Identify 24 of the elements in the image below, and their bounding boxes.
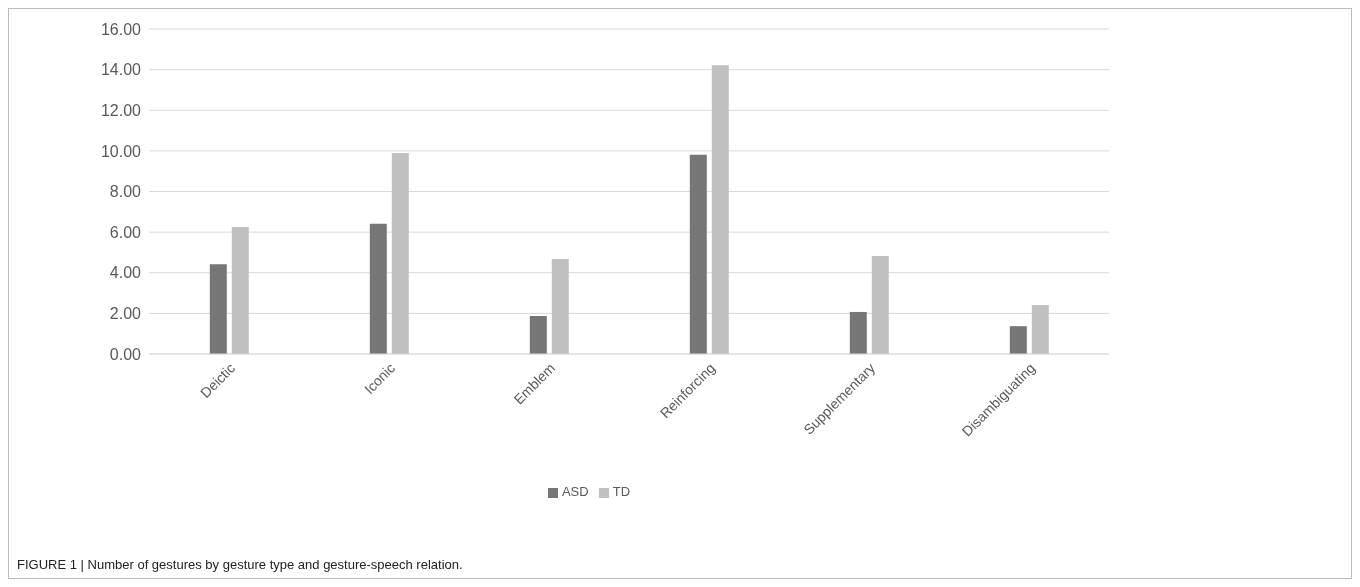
bar — [551, 258, 569, 354]
y-tick-label: 8.00 — [109, 183, 142, 201]
y-tick-label: 6.00 — [109, 223, 142, 241]
bar — [689, 154, 707, 354]
bar — [711, 65, 729, 354]
y-tick-label: 4.00 — [109, 264, 142, 282]
bar — [391, 153, 409, 354]
bar — [529, 316, 547, 354]
y-tick-label: 12.00 — [100, 101, 142, 119]
legend-label: TD — [612, 484, 631, 499]
bar — [369, 223, 387, 354]
caption: FIGURE 1 | Number of gestures by gesture type and gesture-speech relation. — [17, 557, 463, 572]
y-tick-label: 0.00 — [109, 345, 142, 363]
y-tick-label: 2.00 — [109, 305, 142, 323]
bar — [1031, 305, 1049, 354]
legend-label: ASD — [561, 484, 589, 499]
y-tick-label: 14.00 — [100, 61, 142, 79]
bar — [209, 264, 227, 354]
bar — [231, 227, 249, 354]
bar — [849, 311, 867, 354]
bar — [1009, 326, 1027, 354]
y-tick-label: 10.00 — [100, 142, 142, 160]
bar — [871, 256, 889, 354]
y-tick-label: 16.00 — [100, 20, 142, 38]
